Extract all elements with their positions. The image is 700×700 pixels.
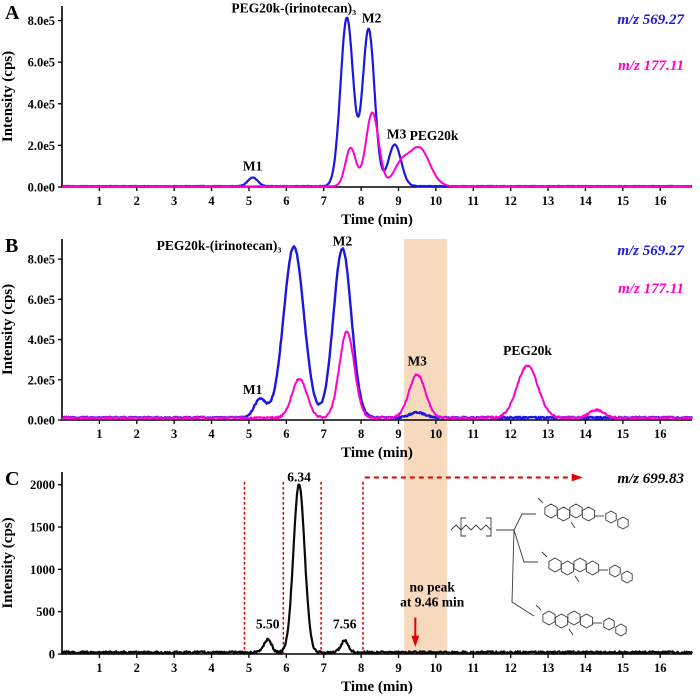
svg-text:8: 8 [358,427,364,441]
svg-text:Intensity (cps): Intensity (cps) [0,284,16,375]
svg-text:500: 500 [36,605,55,619]
svg-text:M3: M3 [387,126,407,141]
svg-text:0.0e0: 0.0e0 [28,181,55,195]
svg-text:13: 13 [542,194,555,208]
panel-b-chart: 1 2 3 4 5 6 7 8 9 10 11 12 13 14 15 160.0e02.0e54.0e56.… [0,233,693,466]
svg-text:4: 4 [208,194,215,208]
svg-text:6: 6 [283,427,289,441]
svg-text:4: 4 [208,661,215,675]
svg-text:13: 13 [542,427,555,441]
panel-c-chart: 1 2 3 4 5 6 7 8 9 10 11 12 13 14 15 160500100015002000T… [0,466,693,695]
svg-text:16: 16 [654,661,667,675]
svg-text:6: 6 [283,194,289,208]
svg-text:10: 10 [430,427,443,441]
svg-text:Intensity (cps): Intensity (cps) [0,51,16,142]
svg-text:Time (min): Time (min) [341,212,413,228]
svg-text:5: 5 [246,427,252,441]
svg-text:M3: M3 [407,353,427,368]
panel-b: 1 2 3 4 5 6 7 8 9 10 11 12 13 14 15 16 0.0e0 2.0e5 4.0e5 6.… [0,233,700,466]
svg-text:Time (min): Time (min) [341,679,413,695]
svg-text:1500: 1500 [30,521,55,535]
panel-a-chart: 1 2 3 4 5 6 7 8 9 10 11 12 13 14 15 160.0e02.0e54.0e56.… [0,1,693,228]
svg-text:6.34: 6.34 [287,470,311,485]
svg-text:3: 3 [171,661,177,675]
svg-text:PEG20k-(irinotecan)₃: PEG20k-(irinotecan)₃ [231,1,356,16]
svg-text:6.0e5: 6.0e5 [28,293,55,307]
svg-text:16: 16 [654,427,667,441]
svg-text:9: 9 [395,194,401,208]
svg-text:M2: M2 [333,233,353,248]
svg-text:11: 11 [467,194,479,208]
svg-text:Time (min): Time (min) [341,445,413,461]
svg-text:6.0e5: 6.0e5 [28,56,55,70]
panel-b-letter: B [5,235,19,257]
svg-text:8: 8 [358,661,364,675]
svg-text:12: 12 [504,427,517,441]
svg-text:9: 9 [395,661,401,675]
svg-text:1: 1 [96,194,102,208]
svg-text:14: 14 [579,661,592,675]
panel-a-legend-mz-177: m/z 177.11 [618,58,684,74]
svg-text:PEG20k: PEG20k [503,343,552,358]
svg-text:15: 15 [617,661,630,675]
svg-text:M2: M2 [362,11,382,26]
svg-text:PEG20k: PEG20k [410,128,459,143]
svg-text:7: 7 [321,194,327,208]
panel-c-legend-mz-699: m/z 699.83 [617,471,684,487]
svg-text:1000: 1000 [30,563,55,577]
svg-text:M1: M1 [243,382,263,397]
svg-text:9: 9 [395,427,401,441]
svg-text:5: 5 [246,194,252,208]
svg-text:13: 13 [542,661,555,675]
svg-text:5.50: 5.50 [256,617,280,632]
svg-text:3: 3 [171,194,177,208]
svg-text:5: 5 [246,661,252,675]
svg-text:Intensity (cps): Intensity (cps) [0,517,16,608]
svg-text:2000: 2000 [30,478,55,492]
svg-text:2: 2 [134,427,140,441]
svg-text:10: 10 [430,194,443,208]
svg-text:6: 6 [283,661,289,675]
svg-text:4: 4 [208,427,215,441]
svg-text:PEG20k-(irinotecan)₃: PEG20k-(irinotecan)₃ [157,238,282,253]
panel-c-letter: C [5,468,20,490]
svg-text:11: 11 [467,661,479,675]
svg-text:12: 12 [504,661,517,675]
svg-text:4.0e5: 4.0e5 [28,333,55,347]
svg-text:11: 11 [467,427,479,441]
panel-c: 1 2 3 4 5 6 7 8 9 10 11 12 13 14 15 16 0 500 1000 1500 2000 T… [0,466,700,700]
svg-text:14: 14 [579,194,592,208]
svg-text:0: 0 [49,648,55,662]
svg-text:8.0e5: 8.0e5 [28,14,55,28]
svg-text:7.56: 7.56 [333,617,357,632]
svg-text:7: 7 [321,661,327,675]
svg-text:0.0e0: 0.0e0 [28,414,55,428]
svg-text:4.0e5: 4.0e5 [28,97,55,111]
svg-text:7: 7 [321,427,327,441]
svg-text:8.0e5: 8.0e5 [28,253,55,267]
svg-text:2.0e5: 2.0e5 [28,373,55,387]
panel-a: 1 2 3 4 5 6 7 8 9 10 11 12 13 14 15 16 0.0e0 2.0e5 4.0e5 6.… [0,0,700,233]
svg-text:M1: M1 [243,158,263,173]
svg-text:8: 8 [358,194,364,208]
svg-text:16: 16 [654,194,667,208]
svg-text:3: 3 [171,427,177,441]
svg-text:12: 12 [504,194,517,208]
svg-text:10: 10 [430,661,443,675]
svg-text:1: 1 [96,661,102,675]
panel-a-legend-mz-569: m/z 569.27 [617,12,684,28]
panel-a-letter: A [5,2,20,24]
svg-text:2.0e5: 2.0e5 [28,139,55,153]
svg-text:2: 2 [134,194,140,208]
svg-text:1: 1 [96,427,102,441]
svg-text:15: 15 [617,194,630,208]
svg-text:at 9.46 min: at 9.46 min [400,595,465,610]
svg-text:2: 2 [134,661,140,675]
svg-text:14: 14 [579,427,592,441]
svg-text:15: 15 [617,427,630,441]
svg-text:no peak: no peak [409,579,455,594]
panel-b-legend-mz-569: m/z 569.27 [617,243,684,259]
panel-b-legend-mz-177: m/z 177.11 [618,281,684,297]
